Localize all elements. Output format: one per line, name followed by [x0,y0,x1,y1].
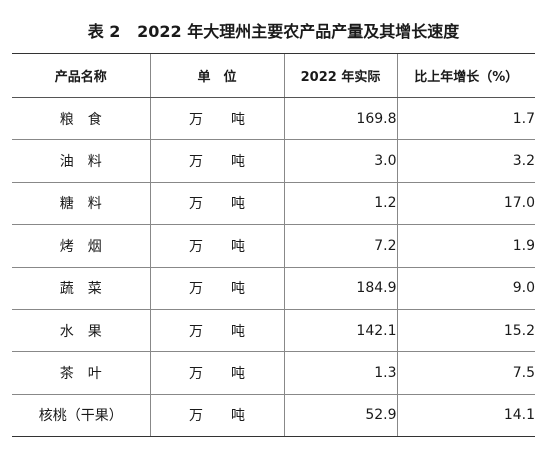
product-name: 蔬 菜 [12,267,150,310]
table-row: 糖 料 万 吨 1.2 17.0 [12,182,535,226]
product-name: 粮 食 [12,97,150,141]
product-name: 烤 烟 [12,224,150,268]
table-row: 烤 烟 万 吨 7.2 1.9 [12,224,535,268]
table-row: 油 料 万 吨 3.0 3.2 [12,139,535,183]
growth-value: 1.7 [396,97,535,141]
unit-cell: 万 吨 [149,139,284,183]
header-row: 产品名称 单 位 2022 年实际 比上年增长（%） [12,53,535,98]
growth-value: 14.1 [396,394,535,438]
unit-cell: 万 吨 [149,351,284,395]
product-name: 油 料 [12,139,150,183]
actual-value: 1.3 [283,351,397,395]
unit-cell: 万 吨 [149,182,284,226]
table-row: 核桃（干果） 万 吨 52.9 14.1 [12,394,535,438]
unit-cell: 万 吨 [149,97,284,141]
product-name: 核桃（干果） [12,394,150,438]
table-row: 水 果 万 吨 142.1 15.2 [12,309,535,353]
growth-value: 1.9 [396,224,535,268]
table-row: 粮 食 万 吨 169.8 1.7 [12,97,535,141]
growth-value: 3.2 [396,139,535,183]
product-name: 糖 料 [12,182,150,226]
actual-value: 1.2 [283,182,397,226]
growth-value: 9.0 [396,267,535,310]
header-growth: 比上年增长（%） [396,53,535,98]
growth-value: 15.2 [396,309,535,353]
header-actual: 2022 年实际 [283,53,397,98]
unit-cell: 万 吨 [149,267,284,310]
header-unit: 单 位 [149,53,284,98]
growth-value: 17.0 [396,182,535,226]
actual-value: 169.8 [283,97,397,141]
unit-cell: 万 吨 [149,309,284,353]
product-name: 水 果 [12,309,150,353]
actual-value: 142.1 [283,309,397,353]
table-row: 蔬 菜 万 吨 184.9 9.0 [12,267,535,310]
actual-value: 7.2 [283,224,397,268]
product-name: 茶 叶 [12,351,150,395]
unit-cell: 万 吨 [149,394,284,438]
header-product-name: 产品名称 [12,53,150,98]
table-row: 茶 叶 万 吨 1.3 7.5 [12,351,535,395]
actual-value: 184.9 [283,267,397,310]
growth-value: 7.5 [396,351,535,395]
actual-value: 52.9 [283,394,397,438]
actual-value: 3.0 [283,139,397,183]
production-table: 产品名称 单 位 2022 年实际 比上年增长（%） 粮 食 万 吨 169.8… [12,53,535,438]
unit-cell: 万 吨 [149,224,284,268]
table-title: 表 2 2022 年大理州主要农产品产量及其增长速度 [87,22,460,41]
